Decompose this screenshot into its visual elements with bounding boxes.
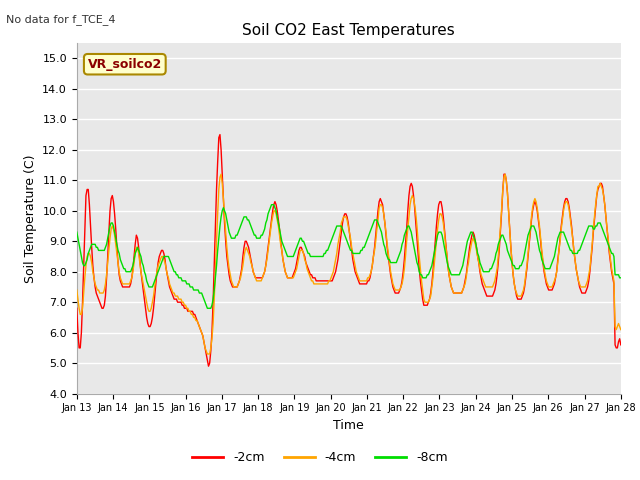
Y-axis label: Soil Temperature (C): Soil Temperature (C) bbox=[24, 154, 36, 283]
Text: VR_soilco2: VR_soilco2 bbox=[88, 58, 162, 71]
Legend: -2cm, -4cm, -8cm: -2cm, -4cm, -8cm bbox=[187, 446, 453, 469]
X-axis label: Time: Time bbox=[333, 419, 364, 432]
Title: Soil CO2 East Temperatures: Soil CO2 East Temperatures bbox=[243, 23, 455, 38]
Text: No data for f_TCE_4: No data for f_TCE_4 bbox=[6, 14, 116, 25]
